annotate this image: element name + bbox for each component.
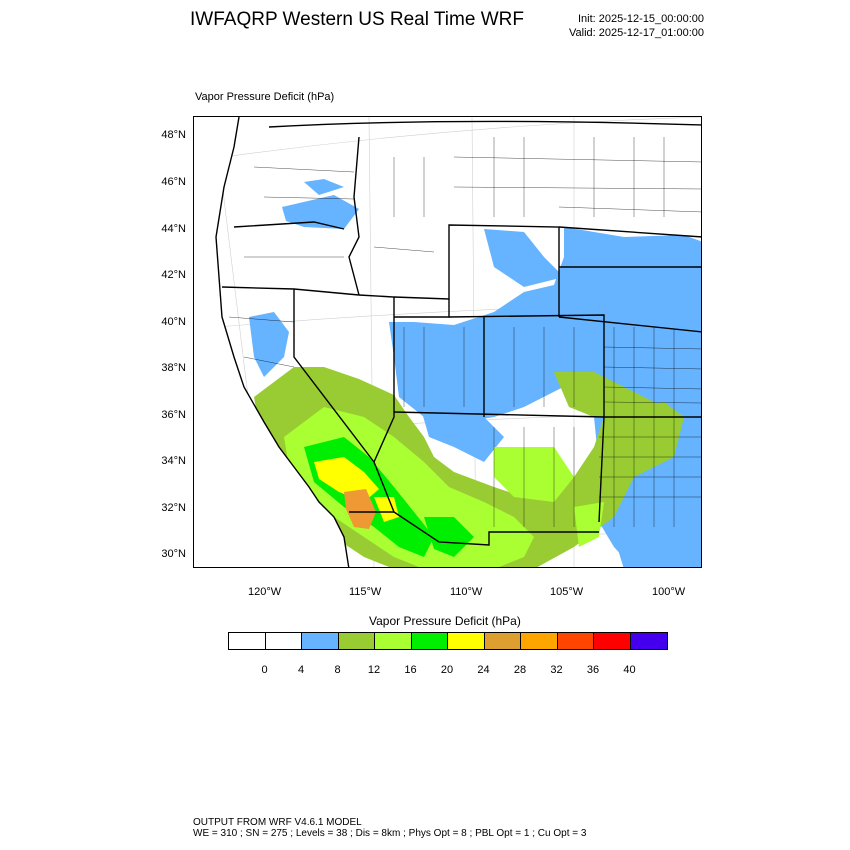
lon-label-115w: 115°W bbox=[349, 586, 382, 598]
colorbar-box-10 bbox=[594, 633, 631, 649]
lat-label-32n: 32°N bbox=[161, 502, 186, 514]
lat-label-38n: 38°N bbox=[161, 362, 186, 374]
lat-label-34n: 34°N bbox=[161, 455, 186, 467]
lon-label-105w: 105°W bbox=[550, 586, 584, 598]
colorbar-tick-label: 36 bbox=[586, 664, 600, 676]
colorbar-tick-label: 16 bbox=[404, 664, 417, 676]
colorbar-tick-label: 24 bbox=[477, 664, 490, 676]
colorbar-box-1 bbox=[265, 633, 302, 649]
lat-label-42n: 42°N bbox=[161, 269, 186, 281]
colorbar-tick-label: 28 bbox=[513, 664, 527, 676]
colorbar bbox=[228, 632, 668, 650]
init-time: Init: 2025-12-15_00:00:00 bbox=[578, 13, 704, 25]
lon-label-110w: 110°W bbox=[450, 586, 483, 598]
colorbar-box-4 bbox=[375, 633, 412, 649]
lat-label-30n: 30°N bbox=[161, 548, 186, 560]
colorbar-box-5 bbox=[411, 633, 448, 649]
colorbar-title: Vapor Pressure Deficit (hPa) bbox=[369, 614, 521, 628]
ocean-area bbox=[194, 117, 349, 567]
state-borders bbox=[215, 117, 701, 567]
valid-time: Valid: 2025-12-17_01:00:00 bbox=[569, 27, 704, 39]
colorbar-box-7 bbox=[484, 633, 521, 649]
lon-label-100w: 100°W bbox=[652, 586, 686, 598]
lat-label-44n: 44°N bbox=[161, 223, 186, 235]
colorbar-tick-label: 8 bbox=[334, 664, 341, 676]
colorbar-tick-label: 0 bbox=[261, 664, 268, 676]
colorbar-tick-label: 40 bbox=[623, 664, 636, 676]
colorbar-box-8 bbox=[521, 633, 558, 649]
colorbar-tick-label: 4 bbox=[297, 664, 305, 676]
colorbar-box-9 bbox=[557, 633, 594, 649]
lat-label-46n: 46°N bbox=[161, 176, 186, 188]
field-label: Vapor Pressure Deficit (hPa) bbox=[195, 91, 335, 103]
colorbar-box-2 bbox=[302, 633, 339, 649]
lat-label-40n: 40°N bbox=[161, 316, 186, 328]
colorbar-tick-label: 32 bbox=[550, 664, 563, 676]
footer-model: OUTPUT FROM WRF V4.6.1 MODEL bbox=[193, 817, 362, 828]
vpd-map bbox=[194, 117, 701, 567]
colorbar-box-3 bbox=[338, 633, 375, 649]
lat-label-48n: 48°N bbox=[161, 129, 186, 141]
colorbar-box-6 bbox=[448, 633, 485, 649]
colorbar-tick-label: 20 bbox=[440, 664, 454, 676]
vpd-field-orange bbox=[344, 489, 376, 529]
lon-label-120w: 120°W bbox=[248, 586, 282, 598]
lat-label-36n: 36°N bbox=[161, 409, 186, 421]
colorbar-tick-label: 12 bbox=[367, 664, 381, 676]
map-title: IWFAQRP Western US Real Time WRF bbox=[190, 9, 524, 30]
colorbar-box-11 bbox=[630, 633, 667, 649]
footer-settings: WE = 310 ; SN = 275 ; Levels = 38 ; Dis … bbox=[193, 828, 587, 839]
county-borders bbox=[228, 137, 701, 527]
map-panel bbox=[193, 116, 702, 568]
colorbar-box-0 bbox=[229, 633, 266, 649]
